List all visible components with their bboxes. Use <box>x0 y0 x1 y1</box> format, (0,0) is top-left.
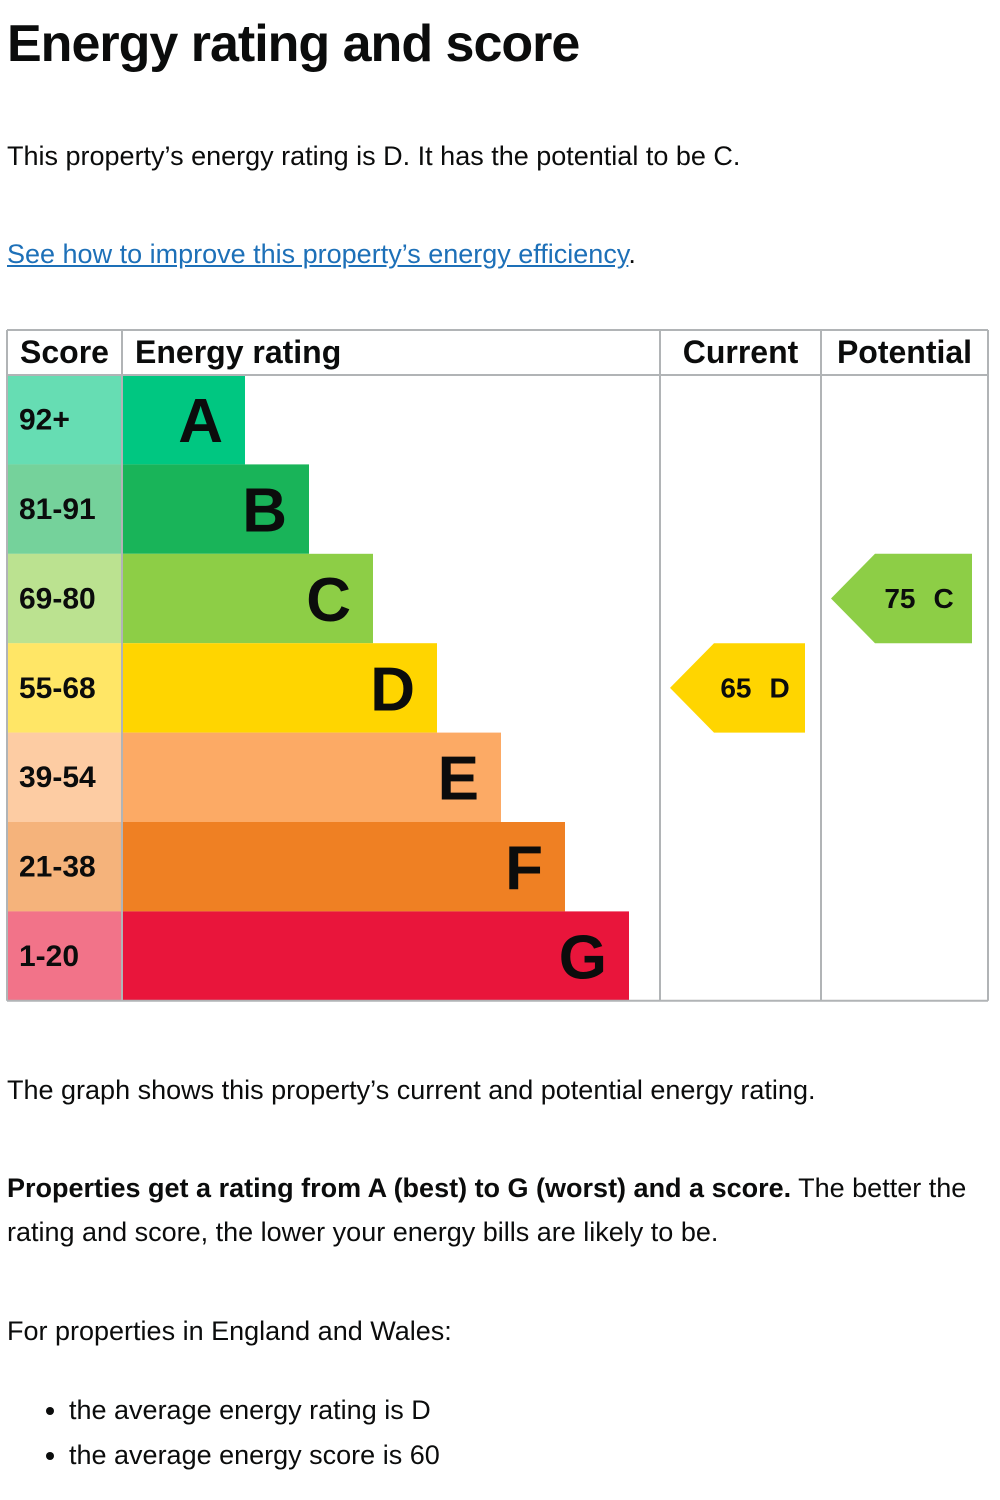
explanation-bold: Properties get a rating from A (best) to… <box>7 1173 792 1203</box>
score-range: 69-80 <box>19 582 96 615</box>
current-rating: D <box>770 672 790 703</box>
explanation-rest: The better the rating and score, the low… <box>7 1173 967 1247</box>
rating-letter: A <box>178 387 223 456</box>
rating-bar <box>122 732 501 822</box>
rating-bar <box>122 822 565 912</box>
link-after: . <box>628 239 636 269</box>
improve-link[interactable]: See how to improve this property’s energ… <box>7 239 629 269</box>
column-header: Score <box>20 334 109 370</box>
rating-letter: D <box>370 655 415 724</box>
rating-letter: E <box>438 745 479 814</box>
score-range: 21-38 <box>19 851 96 884</box>
link-line: See how to improve this property’s energ… <box>7 232 636 276</box>
rating-bar <box>122 911 629 1001</box>
potential-arrow <box>831 553 972 644</box>
score-range: 39-54 <box>19 761 96 794</box>
rating-bar <box>122 375 245 465</box>
rating-letter: B <box>242 476 287 545</box>
current-arrow <box>670 643 805 733</box>
average-item: the average energy score is 60 <box>69 1433 440 1478</box>
rating-letter: G <box>559 923 607 992</box>
score-cell <box>7 911 122 1001</box>
score-range: 81-91 <box>19 493 96 526</box>
rating-bar <box>122 553 373 644</box>
score-range: 92+ <box>19 404 70 437</box>
score-cell <box>7 822 122 912</box>
column-header: Potential <box>837 334 972 370</box>
energy-graph: Score Energy rating Current Potential 92+ A 81… <box>6 329 989 1002</box>
rating-bar <box>122 464 309 554</box>
rating-letter: F <box>505 834 543 903</box>
rating-letter: C <box>306 566 351 635</box>
score-cell <box>7 375 122 465</box>
score-cell <box>7 464 122 554</box>
averages-intro: For properties in England and Wales: <box>7 1316 452 1346</box>
average-item: the average energy rating is D <box>69 1388 440 1433</box>
potential-rating: C <box>934 583 954 614</box>
score-range: 55-68 <box>19 672 96 705</box>
current-score: 65 <box>720 672 751 703</box>
score-cell <box>7 732 122 822</box>
heading: Energy rating and score <box>7 15 580 73</box>
rating-bar <box>122 643 437 733</box>
potential-score: 75 <box>884 583 915 614</box>
explanation: Properties get a rating from A (best) to… <box>7 1166 982 1254</box>
caption: The graph shows this property’s current … <box>7 1075 816 1105</box>
column-header: Current <box>683 334 799 370</box>
averages-list: the average energy rating is D the avera… <box>7 1388 440 1478</box>
score-cell <box>7 553 122 644</box>
score-cell <box>7 643 122 733</box>
column-header: Energy rating <box>135 334 341 370</box>
score-range: 1-20 <box>19 940 79 973</box>
intro: This property’s energy rating is D. It h… <box>7 141 741 171</box>
